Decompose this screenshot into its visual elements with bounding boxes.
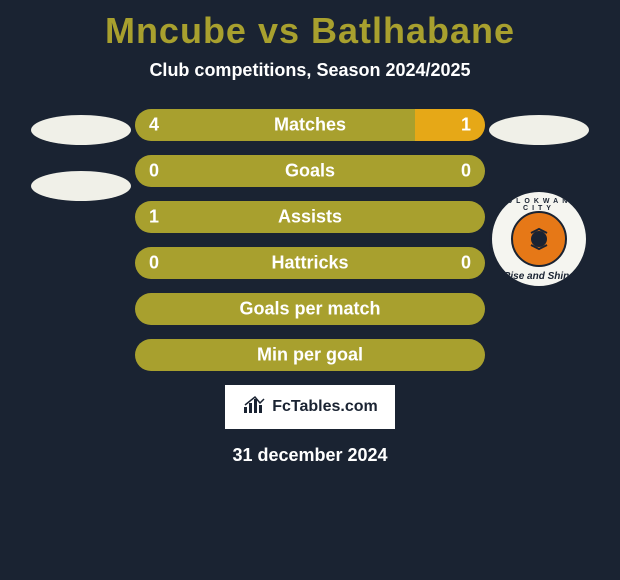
date-line: 31 december 2024 (232, 445, 387, 466)
left-badge-column (27, 109, 135, 201)
badge-bottom-text: Rise and Shine (492, 271, 586, 282)
stats-area: 4 1 Matches 0 0 Goals 1 Assists 0 0 Hattricks Goals… (0, 109, 620, 371)
stat-value-right: 0 (461, 161, 471, 182)
stat-bar-goals-per-match: Goals per match (135, 293, 485, 325)
badge-inner-circle (511, 211, 567, 267)
stat-bars: 4 1 Matches 0 0 Goals 1 Assists 0 0 Hattricks Goals… (135, 109, 485, 371)
stat-value-left: 0 (149, 253, 159, 274)
team-badge-ellipse (31, 171, 131, 201)
stat-label: Hattricks (271, 253, 348, 274)
logo-text: FcTables.com (272, 398, 378, 416)
right-badge-column: POLOKWANE CITY Rise and Shine (485, 109, 593, 289)
stat-bar-hattricks: 0 0 Hattricks (135, 247, 485, 279)
team-badge-polokwane: POLOKWANE CITY Rise and Shine (489, 189, 589, 289)
stat-bar-goals: 0 0 Goals (135, 155, 485, 187)
stat-bar-assists: 1 Assists (135, 201, 485, 233)
subtitle: Club competitions, Season 2024/2025 (149, 60, 470, 81)
page-title: Mncube vs Batlhabane (105, 10, 515, 52)
stat-value-right: 1 (461, 115, 471, 136)
chart-icon (242, 395, 268, 420)
stat-label: Assists (278, 207, 342, 228)
team-badge-ellipse (489, 115, 589, 145)
team-badge-ellipse (31, 115, 131, 145)
comparison-card: Mncube vs Batlhabane Club competitions, … (0, 0, 620, 466)
bar-fill-right (415, 109, 485, 141)
stat-bar-matches: 4 1 Matches (135, 109, 485, 141)
stat-bar-min-per-goal: Min per goal (135, 339, 485, 371)
stat-label: Matches (274, 115, 346, 136)
badge-top-text: POLOKWANE CITY (492, 198, 586, 212)
stat-label: Goals per match (239, 299, 380, 320)
stat-label: Min per goal (257, 345, 363, 366)
fctables-logo: FcTables.com (225, 385, 395, 429)
stat-value-left: 1 (149, 207, 159, 228)
stat-value-right: 0 (461, 253, 471, 274)
stat-value-left: 0 (149, 161, 159, 182)
stat-value-left: 4 (149, 115, 159, 136)
stat-label: Goals (285, 161, 335, 182)
